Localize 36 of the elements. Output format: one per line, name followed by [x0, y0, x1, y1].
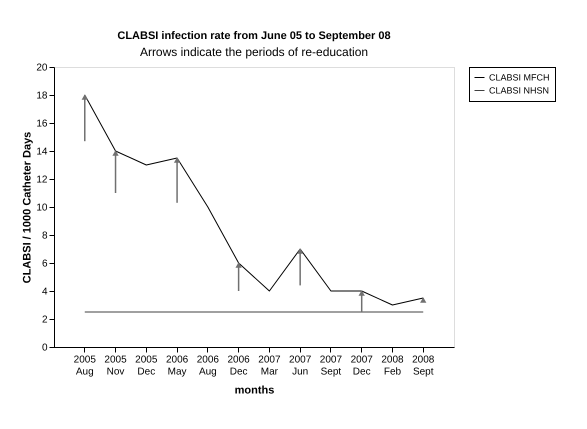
y-tick-label: 10: [36, 202, 48, 214]
chart-subtitle: Arrows indicate the periods of re-education: [140, 45, 368, 59]
point: [174, 157, 180, 163]
x-tick-label: 2008 Sept: [412, 354, 435, 378]
y-tick-label: 6: [42, 258, 48, 270]
x-tick-label: 2008 Feb: [381, 354, 404, 378]
x-tick-label: 2007 Dec: [350, 354, 374, 378]
y-tick-label: 8: [42, 230, 48, 242]
x-tick-label: 2006 Aug: [196, 354, 220, 378]
point: [112, 150, 119, 156]
y-tick-label: 12: [36, 174, 48, 186]
x-tick-label: 2005 Nov: [104, 354, 128, 378]
x-tick-label: 2007 Mar: [258, 354, 281, 378]
point: [420, 297, 426, 303]
point: [296, 248, 304, 254]
legend-label: CLABSI MFCH: [489, 72, 550, 82]
x-tick-label: 2007 Sept: [320, 354, 342, 378]
point: [82, 94, 88, 100]
legend-label: CLABSI NHSN: [489, 86, 550, 96]
point: [358, 290, 365, 296]
x-tick-label: 2006 May: [166, 354, 189, 378]
point: [235, 262, 242, 268]
y-tick-label: 2: [42, 314, 48, 326]
x-tick-label: 2005 Aug: [74, 354, 96, 378]
y-tick-label: 18: [36, 90, 48, 102]
y-tick-label: 20: [36, 62, 48, 74]
x-tick-label: 2006 Dec: [227, 354, 250, 378]
y-tick-label: 4: [42, 286, 48, 298]
y-tick-label: 0: [42, 342, 48, 354]
chart-title: CLABSI infection rate from June 05 to September 08: [117, 30, 391, 42]
y-tick-label: 16: [36, 118, 48, 130]
x-axis-title: months: [234, 384, 274, 396]
y-tick-label: 14: [36, 146, 48, 158]
x-tick-label: 2007 Jun: [289, 354, 312, 378]
x-tick-label: 2005 Dec: [135, 354, 158, 378]
y-axis-title: CLABSI / 1000 Catheter Days: [21, 132, 34, 284]
